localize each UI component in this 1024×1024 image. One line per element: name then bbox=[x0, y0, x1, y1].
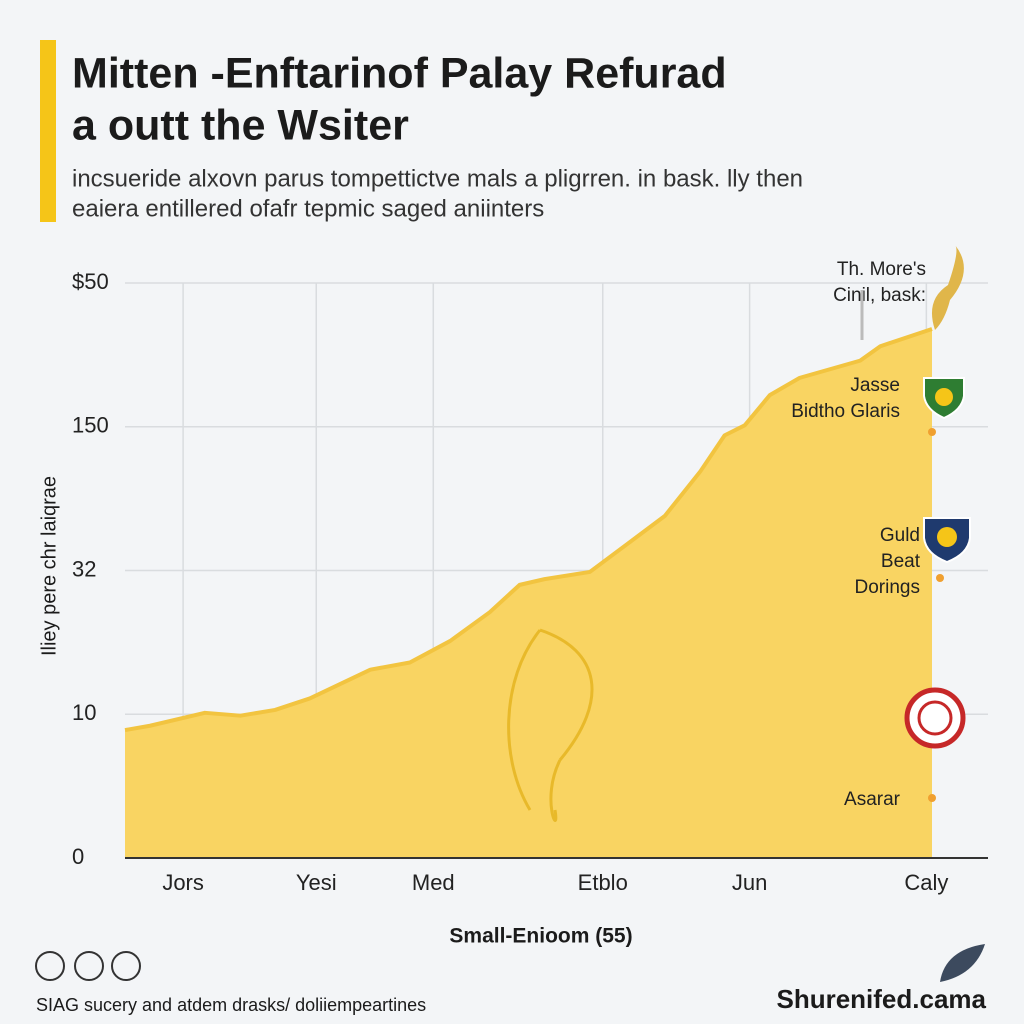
annotation: Guld bbox=[880, 525, 920, 546]
leaf-icon bbox=[931, 245, 964, 330]
footer-icons bbox=[35, 951, 141, 981]
x-tick-label: Med bbox=[412, 870, 455, 895]
x-tick-label: Jun bbox=[732, 870, 767, 895]
area-line bbox=[124, 327, 933, 733]
subtitle: incsueride alxovn parus tompettictve mal… bbox=[72, 165, 803, 192]
annotation: Bidtho Glaris bbox=[791, 401, 900, 422]
annotation-dot bbox=[928, 428, 936, 436]
y-tick-label: 150 bbox=[72, 413, 109, 438]
footer: SIAG sucery and atdem drasks/ doliiempea… bbox=[36, 995, 426, 1015]
badge bbox=[935, 388, 953, 406]
x-tick-label: Jors bbox=[162, 870, 204, 895]
chart-title: a outt the Wsiter bbox=[72, 101, 409, 149]
brand-logo bbox=[940, 944, 985, 982]
annotation-dot bbox=[928, 794, 936, 802]
y-axis-label: Iliey pere chr laiqrae bbox=[38, 476, 60, 656]
brand: Shurenifed.cama bbox=[776, 984, 986, 1014]
y-tick-label: 32 bbox=[72, 556, 96, 581]
x-axis-label: Small-Enioom (55) bbox=[449, 925, 632, 948]
subtitle: eaiera entillered ofafr tepmic saged ani… bbox=[72, 195, 544, 222]
area bbox=[125, 329, 932, 858]
annotation: Beat bbox=[881, 551, 921, 572]
annotation: Dorings bbox=[855, 577, 920, 598]
annotation: Jasse bbox=[850, 375, 900, 396]
annotation: Th. More's bbox=[837, 259, 926, 280]
annotation: Cinil, bask: bbox=[833, 285, 926, 306]
y-tick-label: $50 bbox=[72, 269, 109, 294]
accent-bar bbox=[40, 40, 56, 222]
chart-title: Mitten -Enftarinof Palay Refurad bbox=[72, 49, 727, 97]
badge bbox=[917, 700, 953, 736]
annotation-dot bbox=[936, 574, 944, 582]
y-tick-label: 0 bbox=[72, 844, 84, 869]
x-tick-label: Caly bbox=[904, 870, 948, 895]
watermark bbox=[507, 628, 594, 822]
y-tick-label: 10 bbox=[72, 700, 96, 725]
x-tick-label: Yesi bbox=[296, 870, 337, 895]
annotation: Asarar bbox=[844, 789, 901, 810]
x-tick-label: Etblo bbox=[578, 870, 628, 895]
badge bbox=[937, 527, 957, 547]
badge bbox=[904, 687, 966, 749]
